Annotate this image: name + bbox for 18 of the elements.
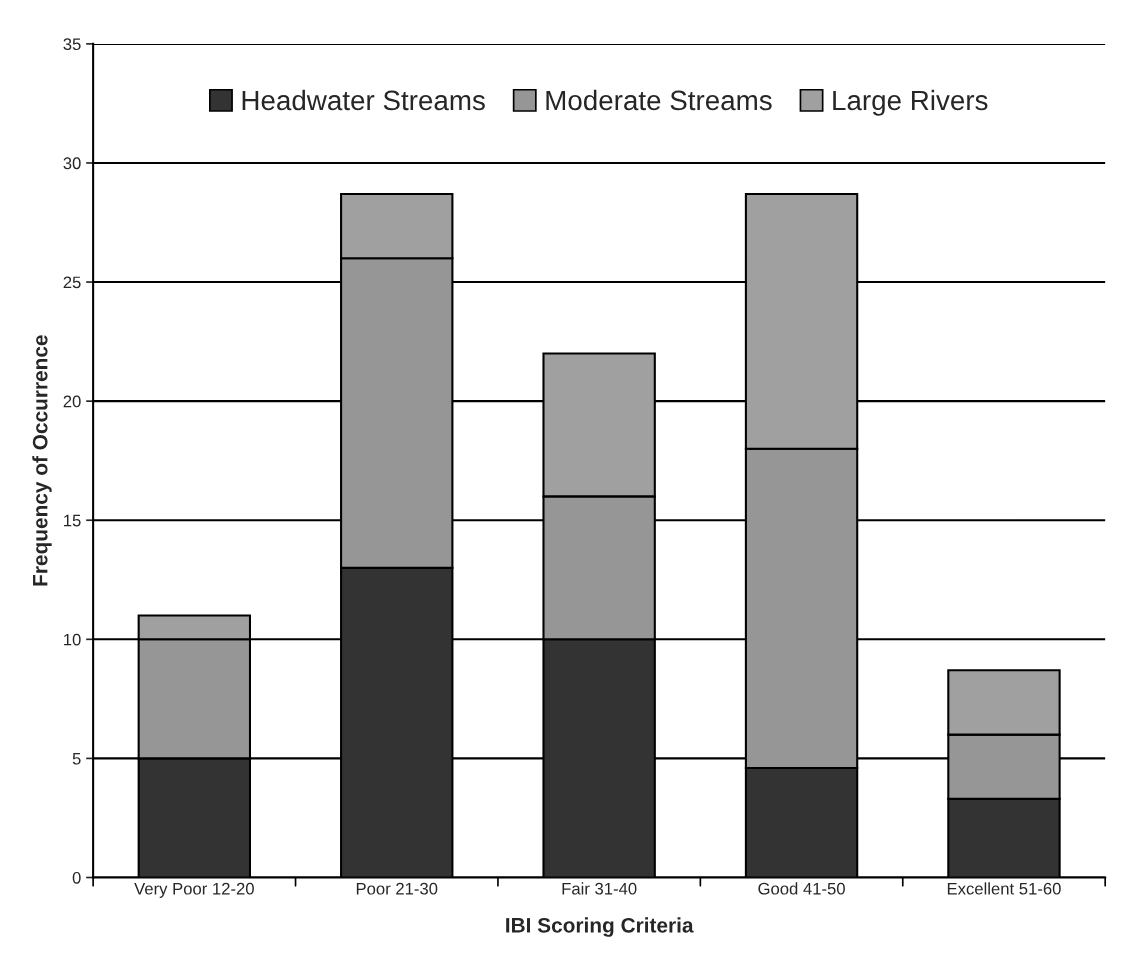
x-tick-label: Excellent 51-60 [947, 882, 1061, 895]
y-axis-title: Frequency of Occurrence [32, 335, 52, 586]
x-tick-label: Fair 31-40 [562, 882, 637, 895]
y-tick-label: 0 [72, 871, 81, 884]
legend-label: Moderate Streams [546, 89, 772, 111]
legend-label: Large Rivers [833, 89, 988, 116]
legend-label: Headwater Streams [242, 89, 485, 111]
y-tick-label: 25 [63, 276, 81, 289]
x-tick-label: Very Poor 12-20 [134, 882, 254, 898]
y-tick-label: 5 [72, 752, 81, 765]
x-axis-title: IBI Scoring Criteria [506, 917, 694, 937]
x-tick-label: Good 41-50 [758, 882, 845, 895]
y-tick-label: 15 [64, 514, 81, 527]
y-tick-label: 30 [63, 157, 81, 170]
y-tick-label: 10 [64, 633, 81, 646]
y-tick-label: 20 [63, 395, 81, 408]
y-tick-label: 35 [63, 38, 81, 51]
x-tick-label: Poor 21-30 [356, 882, 438, 895]
